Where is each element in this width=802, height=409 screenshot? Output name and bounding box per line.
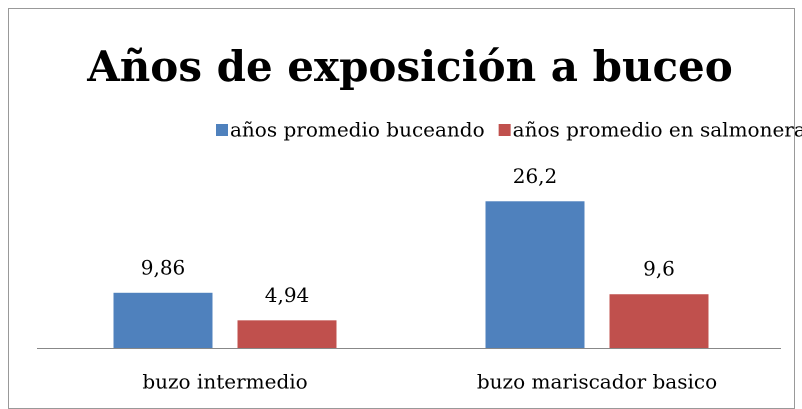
- x-tick-label: buzo mariscador basico: [477, 370, 717, 394]
- legend-label: años promedio en salmonera: [513, 118, 802, 142]
- bar: [237, 320, 337, 348]
- data-label: 26,2: [513, 164, 558, 188]
- legend-label: años promedio buceando: [230, 118, 485, 142]
- data-label: 4,94: [265, 283, 310, 307]
- data-label: 9,6: [643, 257, 675, 281]
- bar: [113, 292, 213, 348]
- legend-swatch: [498, 124, 511, 136]
- bar: [485, 201, 585, 348]
- legend-swatch: [216, 124, 228, 136]
- chart-title: Años de exposición a buceo: [86, 42, 733, 91]
- bar: [609, 294, 709, 348]
- legend: años promedio buceando años promedio en s…: [216, 118, 802, 142]
- x-tick-label: buzo intermedio: [142, 370, 307, 394]
- data-label: 9,86: [141, 255, 186, 279]
